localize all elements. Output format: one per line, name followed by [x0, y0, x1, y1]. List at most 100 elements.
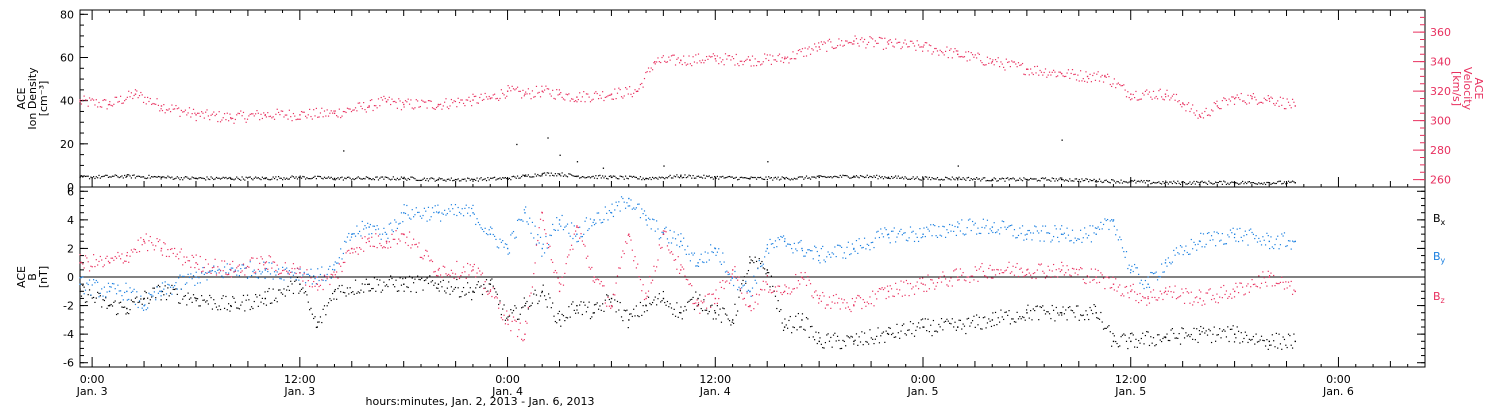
density-series-sample: [692, 174, 694, 177]
velocity-series-sample: [512, 88, 515, 90]
bx-series-sample: [607, 295, 609, 297]
bz-series-sample: [1147, 296, 1149, 298]
density-series-sample: [98, 174, 100, 177]
velocity-series-sample: [1201, 112, 1203, 114]
bx-series-sample: [623, 309, 625, 311]
bx-series-sample: [545, 298, 547, 301]
bz-series-sample: [349, 252, 351, 254]
density-series-sample: [84, 175, 87, 178]
by-series-sample: [152, 295, 154, 297]
velocity-series-sample: [1247, 94, 1249, 96]
by-series-point-5: [195, 276, 197, 278]
density-series-sample: [961, 178, 963, 181]
bx-series-sample: [149, 299, 151, 301]
bz-series-sample: [1128, 297, 1130, 299]
density-series-sample: [809, 178, 812, 180]
velocity-series-sample: [261, 117, 263, 120]
density-series-point-24: [853, 175, 855, 178]
bx-series-sample: [480, 285, 482, 287]
by-series-sample: [843, 252, 845, 254]
by-series-sample: [580, 236, 582, 238]
by-series-sample: [759, 265, 762, 268]
bx-series-sample: [1285, 344, 1287, 346]
bz-series-sample: [804, 271, 806, 274]
velocity-series-sample: [645, 71, 647, 74]
velocity-series-sample: [410, 99, 412, 101]
density-series-sample: [966, 177, 968, 179]
velocity-series-sample: [1074, 73, 1076, 75]
velocity-series-sample: [290, 116, 292, 118]
by-series-sample: [827, 251, 829, 253]
bz-series-point-35: [801, 276, 803, 278]
by-series-sample: [188, 276, 191, 279]
by-series-sample: [550, 234, 552, 237]
by-series-sample: [1108, 228, 1110, 231]
density-series-sample: [348, 176, 350, 178]
velocity-series-sample: [1042, 74, 1044, 76]
by-series-sample: [583, 233, 585, 235]
bx-series-sample: [319, 316, 322, 318]
by-series-sample: [1201, 246, 1203, 248]
velocity-series-sample: [1115, 87, 1117, 89]
density-series-sample: [506, 177, 508, 180]
bx-series-sample: [184, 294, 187, 297]
by-series-sample: [205, 272, 207, 274]
velocity-series-sample: [950, 48, 952, 50]
by-series-sample: [156, 286, 158, 288]
by-series-sample: [804, 255, 806, 257]
velocity-series-sample: [109, 101, 111, 103]
bz-series-sample: [1108, 277, 1110, 279]
bx-series-sample: [1159, 339, 1161, 341]
velocity-series-sample: [187, 112, 189, 114]
velocity-series-sample: [580, 100, 582, 103]
velocity-series-sample: [1248, 102, 1250, 104]
density-series-point-14: [541, 173, 543, 175]
velocity-series-sample: [703, 62, 705, 64]
density-series-sample: [1243, 183, 1245, 185]
bx-series-sample: [928, 331, 930, 333]
bz-series-sample: [1289, 285, 1291, 287]
bx-series-sample: [196, 298, 199, 300]
velocity-series-sample: [711, 55, 713, 58]
bz-series-sample: [801, 277, 804, 279]
bz-series-sample: [738, 276, 740, 278]
velocity-series-sample: [765, 57, 767, 60]
density-series-sample: [483, 178, 485, 181]
bz-series-sample: [1109, 287, 1111, 289]
velocity-series-sample: [433, 107, 435, 110]
left-tick-label: 20: [60, 138, 74, 151]
bz-series-sample: [165, 255, 168, 257]
bx-series-sample: [549, 297, 551, 299]
density-series-sample: [363, 177, 365, 180]
velocity-series-point-30: [922, 46, 924, 48]
bz-series-point-24: [610, 304, 613, 307]
by-series-sample: [897, 233, 899, 235]
velocity-series-sample: [940, 51, 943, 53]
bz-series-sample: [90, 265, 92, 267]
velocity-series-sample: [1182, 103, 1184, 105]
density-series-sample: [957, 179, 959, 181]
by-series-sample: [275, 274, 277, 276]
bx-series-sample: [334, 288, 336, 291]
bx-series-sample: [1188, 334, 1190, 336]
density-series-sample: [468, 177, 470, 180]
density-series-sample: [1101, 181, 1103, 184]
by-series-sample: [244, 267, 246, 269]
bz-series-sample: [190, 266, 192, 268]
bz-series-sample: [256, 257, 258, 260]
velocity-series-sample: [1127, 91, 1129, 93]
right-axis-title: ACEVelocity[km/s]: [1450, 67, 1485, 111]
velocity-series-sample: [1054, 71, 1056, 73]
velocity-series-sample: [1094, 79, 1097, 81]
bx-series-sample: [350, 291, 353, 294]
bz-series-sample: [1052, 263, 1055, 266]
bx-series-sample: [1185, 332, 1187, 334]
bx-series-sample: [854, 339, 856, 341]
bz-series-sample: [552, 261, 554, 263]
velocity-series-sample: [275, 113, 277, 115]
by-series-sample: [895, 241, 897, 243]
density-series-sample: [915, 177, 917, 180]
bx-series-sample: [321, 321, 323, 324]
by-series-sample: [180, 288, 182, 290]
bx-series-sample: [1166, 333, 1168, 335]
